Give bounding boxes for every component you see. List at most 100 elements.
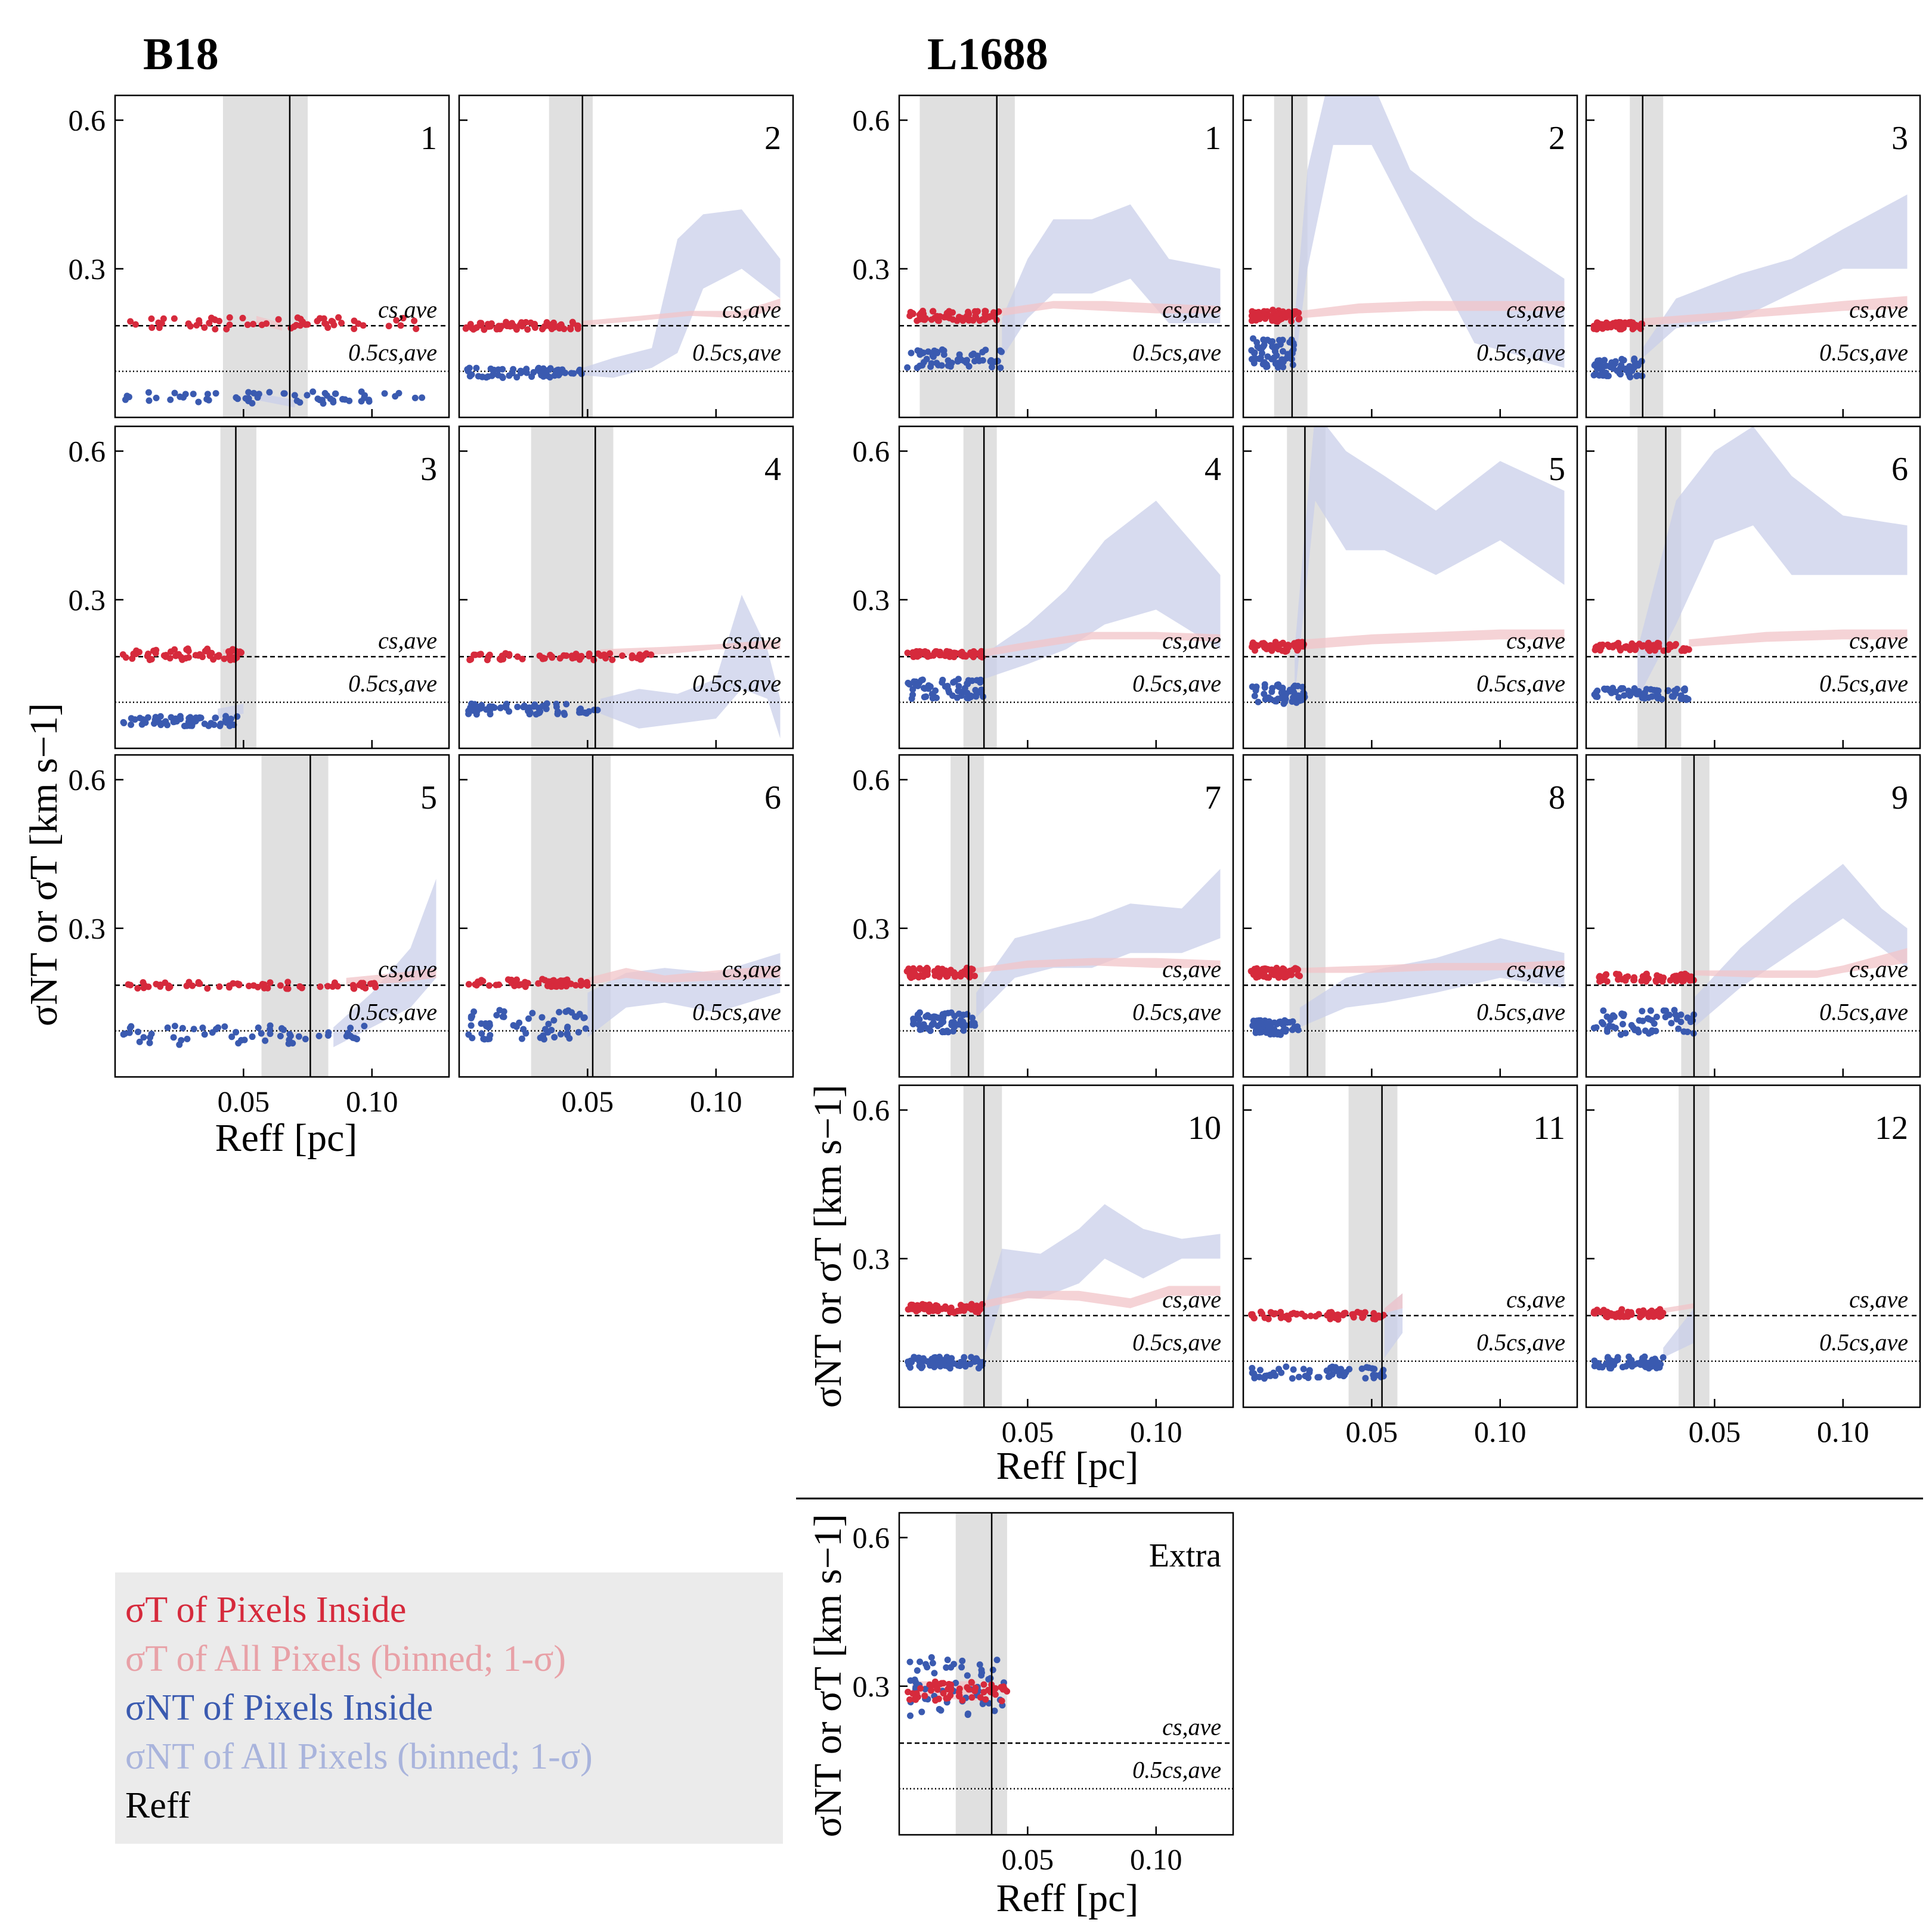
panel-number: 2 — [1549, 120, 1565, 157]
sigma-nt-inside — [904, 346, 1005, 371]
sigma-t-inside-point — [1259, 640, 1266, 647]
sigma-nt-inside-point — [497, 704, 504, 711]
cs-ave-label: cs,ave — [1506, 627, 1565, 654]
sigma-nt-inside-point — [1596, 357, 1603, 364]
sigma-t-inside-point — [597, 652, 605, 659]
sigma-t-inside-point — [905, 966, 912, 973]
sigma-t-inside-point — [1636, 1314, 1643, 1321]
sigma-nt-inside-point — [541, 1026, 549, 1033]
panel-l1688-7: cs,ave 0.5cs,ave 7 0.3 0.6 — [853, 754, 1234, 1078]
panel-number: 6 — [1891, 451, 1908, 488]
sigma-t-inside-point — [1004, 1688, 1011, 1695]
y-tick-label: 0.6 — [853, 1094, 890, 1127]
half-cs-ave-label: 0.5cs,ave — [1476, 999, 1565, 1026]
sigma-t-inside-point — [1645, 639, 1652, 646]
sigma-t-all-pixels-band — [587, 965, 781, 986]
sigma-nt-inside-point — [964, 1011, 971, 1018]
sigma-nt-inside-point — [1284, 351, 1292, 358]
sigma-nt-inside-point — [1681, 685, 1688, 692]
sigma-t-inside-point — [167, 648, 174, 655]
y-tick-label: 0.6 — [853, 763, 890, 797]
cs-ave-label: cs,ave — [378, 296, 437, 323]
sigma-t-inside-point — [541, 977, 549, 984]
sigma-t-inside-point — [966, 967, 973, 974]
sigma-nt-inside-point — [925, 348, 932, 355]
sigma-nt-inside-point — [1684, 1028, 1691, 1035]
sigma-nt-inside-point — [1270, 1027, 1277, 1035]
sigma-t-inside-point — [961, 968, 968, 975]
sigma-nt-inside-point — [976, 357, 983, 364]
cs-ave-label: cs,ave — [1849, 296, 1908, 323]
sigma-t-inside — [1247, 964, 1304, 981]
sigma-nt-inside-point — [196, 715, 203, 722]
sigma-nt-inside-point — [1653, 1013, 1660, 1020]
sigma-t-inside-point — [906, 312, 914, 320]
sigma-t-inside-point — [609, 656, 616, 663]
sigma-nt-inside — [1248, 335, 1298, 371]
sigma-nt-inside-point — [1346, 1366, 1353, 1373]
sigma-nt-inside-point — [478, 1020, 485, 1027]
sigma-t-inside-point — [549, 653, 556, 660]
sigma-t-inside-point — [1615, 644, 1623, 651]
sigma-nt-inside-point — [538, 371, 545, 379]
legend: σT of Pixels Inside σT of All Pixels (bin… — [115, 1572, 783, 1844]
sigma-t-inside-point — [1253, 314, 1260, 321]
sigma-t-inside-point — [934, 1685, 941, 1692]
sigma-t-inside-point — [1276, 316, 1283, 323]
sigma-t-inside-point — [385, 323, 392, 330]
sigma-nt-inside-point — [1668, 1020, 1675, 1027]
panel-frame — [1585, 754, 1921, 1078]
sigma-nt-inside-point — [988, 364, 995, 371]
sigma-t-inside-point — [1359, 1314, 1366, 1321]
cs-ave-label: cs,ave — [1506, 955, 1565, 982]
sigma-nt-inside-point — [1370, 1374, 1377, 1382]
cs-ave-label: cs,ave — [1162, 955, 1221, 982]
sigma-nt-inside-point — [540, 1032, 547, 1039]
plot-area — [899, 426, 1233, 748]
sigma-nt-inside-point — [1284, 1019, 1291, 1026]
sigma-t-inside-point — [225, 648, 232, 655]
sigma-t-inside-point — [171, 315, 178, 322]
sigma-nt-inside-point — [993, 1657, 1001, 1664]
sigma-t-inside-point — [335, 314, 342, 321]
panel-number: 10 — [1188, 1110, 1221, 1147]
sigma-nt-inside-point — [199, 1024, 206, 1032]
sigma-nt-inside-point — [221, 1023, 228, 1030]
panel-b18-1: cs,ave 0.5cs,ave 1 0.3 0.6 — [69, 94, 450, 419]
sigma-t-inside-point — [1627, 646, 1634, 654]
sigma-nt-inside-point — [510, 1022, 517, 1029]
sigma-t-inside-point — [1638, 320, 1645, 327]
panel-frame — [1242, 754, 1578, 1078]
sigma-t-inside-point — [1000, 1683, 1007, 1690]
panel-l1688-extra: cs,ave 0.5cs,ave Extra 0.3 0.6 0.05 0.10 — [853, 1512, 1234, 1876]
sigma-nt-inside-point — [917, 1658, 924, 1665]
sigma-nt-inside-point — [1617, 1031, 1624, 1038]
sigma-nt-inside — [1249, 681, 1308, 707]
panel-number: 11 — [1533, 1110, 1565, 1147]
sigma-nt-inside-point — [586, 708, 593, 715]
sigma-nt-inside-point — [1279, 336, 1286, 343]
plot-area — [1586, 755, 1920, 1077]
sigma-nt-inside-point — [209, 1029, 216, 1036]
sigma-t-inside-point — [1370, 1309, 1377, 1317]
sigma-nt-inside-point — [934, 1014, 942, 1021]
sigma-t-inside-point — [148, 324, 156, 332]
sigma-nt-inside-point — [291, 392, 298, 399]
sigma-t-inside-point — [178, 654, 185, 661]
half-cs-ave-label: 0.5cs,ave — [1476, 1329, 1565, 1356]
sigma-t-inside-point — [967, 649, 974, 656]
sigma-t-inside-point — [506, 977, 513, 984]
sigma-t-inside-point — [1261, 965, 1268, 973]
sigma-t-inside-point — [1649, 1310, 1656, 1317]
sigma-nt-inside-point — [924, 1024, 931, 1032]
y-tick-label: 0.3 — [69, 583, 106, 617]
sigma-nt-inside-point — [1614, 1356, 1621, 1363]
sigma-nt-inside-point — [1653, 692, 1660, 699]
y-tick-label: 0.3 — [853, 912, 890, 945]
sigma-t-inside-point — [945, 1695, 952, 1702]
sigma-nt-inside-point — [1672, 1011, 1679, 1018]
sigma-t-inside-point — [1642, 974, 1649, 982]
sigma-t-inside-point — [122, 654, 129, 661]
sigma-nt-all-pixels-band — [1663, 1308, 1694, 1358]
sigma-t-inside-point — [1292, 965, 1299, 972]
